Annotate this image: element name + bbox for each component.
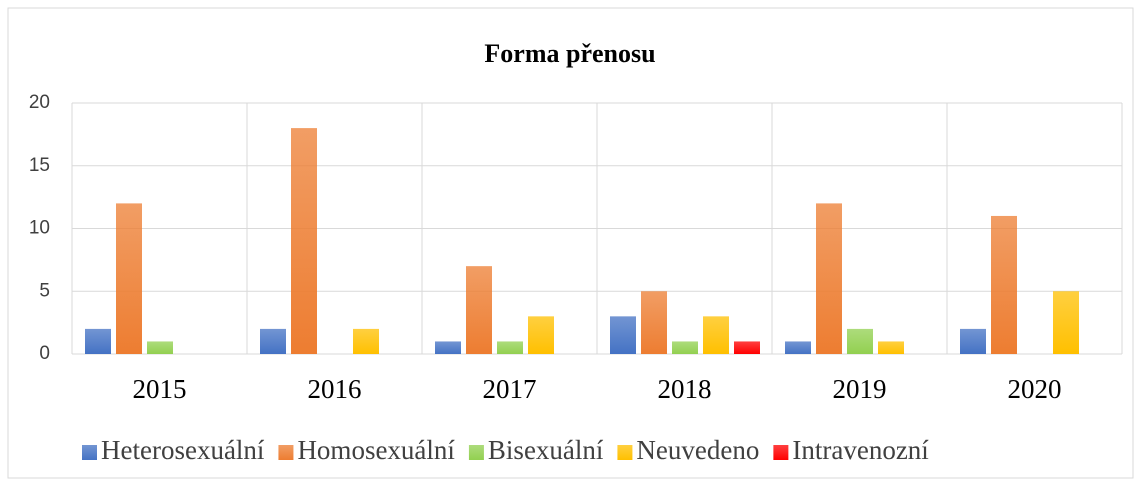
legend-swatch xyxy=(773,445,789,460)
bar xyxy=(672,341,698,354)
x-tick-label: 2017 xyxy=(483,374,537,404)
legend-label: Neuvedeno xyxy=(636,435,759,465)
y-tick-label: 5 xyxy=(39,280,50,301)
y-tick-label: 10 xyxy=(29,218,50,239)
legend-label: Heterosexuální xyxy=(101,435,265,465)
bar xyxy=(991,215,1017,354)
legend-label: Homosexuální xyxy=(297,435,455,465)
bar xyxy=(116,203,142,354)
legend-label: Intravenozní xyxy=(792,435,929,465)
bar xyxy=(641,291,667,354)
x-tick-label: 2016 xyxy=(308,374,362,404)
bar xyxy=(610,316,636,354)
chart-title: Forma přenosu xyxy=(484,39,655,68)
bar xyxy=(497,341,523,354)
bar xyxy=(147,341,173,354)
bar xyxy=(703,316,729,354)
x-tick-label: 2018 xyxy=(658,374,712,404)
bar xyxy=(435,341,461,354)
legend-swatch xyxy=(82,445,97,460)
legend-swatch xyxy=(617,445,633,460)
bar xyxy=(878,341,904,354)
legend-label: Bisexuální xyxy=(488,435,604,465)
bar xyxy=(734,341,760,354)
bar xyxy=(85,328,111,354)
bar xyxy=(260,328,286,354)
x-tick-label: 2015 xyxy=(133,374,187,404)
legend-swatch xyxy=(278,445,294,460)
x-tick-label: 2020 xyxy=(1008,374,1062,404)
legend-swatch xyxy=(468,445,484,460)
bar xyxy=(1053,291,1079,354)
y-tick-label: 0 xyxy=(39,343,50,364)
x-tick-label: 2019 xyxy=(833,374,887,404)
bar xyxy=(816,203,842,354)
y-tick-label: 15 xyxy=(29,155,50,176)
y-tick-label: 20 xyxy=(29,92,50,113)
bar xyxy=(960,328,986,354)
bar xyxy=(291,128,317,354)
bar xyxy=(785,341,811,354)
bar xyxy=(353,328,379,354)
bar xyxy=(528,316,554,354)
bar xyxy=(466,266,492,354)
chart-border xyxy=(7,7,1134,479)
bar xyxy=(847,328,873,354)
